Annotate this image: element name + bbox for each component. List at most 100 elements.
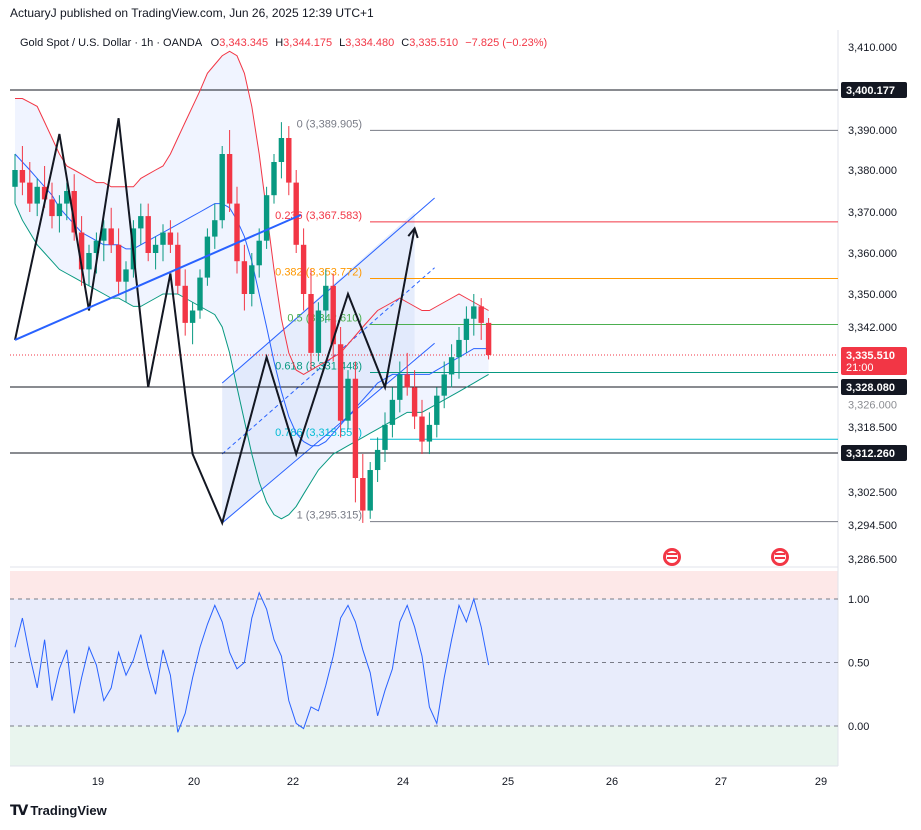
price-label-countdown: 21:00 bbox=[846, 362, 874, 374]
candle-body bbox=[115, 244, 122, 282]
time-tick-label: 25 bbox=[502, 776, 514, 788]
candle-body bbox=[204, 236, 211, 278]
time-tick-label: 26 bbox=[606, 776, 618, 788]
arrow-head-icon bbox=[407, 226, 419, 239]
price-label-text: 3,312.260 bbox=[846, 448, 895, 460]
candle-body bbox=[308, 294, 314, 353]
candle-body bbox=[108, 228, 114, 245]
price-tick-label: 3,342.000 bbox=[848, 322, 897, 334]
candle-body bbox=[78, 232, 85, 270]
price-tick-label: 3,370.000 bbox=[848, 207, 897, 219]
candle-body bbox=[86, 253, 92, 270]
price-label-box bbox=[841, 82, 907, 98]
fib-level-label: 1 (3,295.315) bbox=[297, 510, 362, 522]
candle-body bbox=[93, 240, 100, 253]
stochastic-line bbox=[14, 591, 490, 733]
oscillator-tick-label: 0.50 bbox=[848, 658, 869, 670]
candle-body bbox=[145, 216, 151, 253]
change-value: −7.825 (−0.23%) bbox=[465, 37, 547, 49]
zigzag-drawing[interactable] bbox=[14, 118, 419, 526]
candle-body bbox=[463, 318, 470, 340]
candle-body bbox=[234, 203, 240, 262]
price-label-text: 3,400.177 bbox=[846, 85, 895, 97]
candle-body bbox=[456, 339, 462, 358]
channel-mid-line bbox=[221, 267, 435, 455]
open-label: O bbox=[211, 37, 220, 49]
candle-body bbox=[71, 191, 77, 233]
candles bbox=[12, 122, 492, 523]
candle-body bbox=[34, 186, 40, 204]
candle-body bbox=[404, 374, 410, 388]
trendline bbox=[14, 214, 302, 341]
low-value: 3,334.480 bbox=[345, 37, 394, 49]
candle-body bbox=[485, 322, 492, 355]
time-tick-label: 19 bbox=[92, 776, 104, 788]
price-label-box bbox=[841, 347, 907, 375]
price-tick-label: 3,294.500 bbox=[848, 520, 897, 532]
candle-body bbox=[189, 310, 196, 323]
price-tick-label: 3,360.000 bbox=[848, 248, 897, 260]
tradingview-logo[interactable]: 𝗧𝗩 TradingView bbox=[10, 802, 107, 819]
candle-body bbox=[263, 195, 270, 241]
oscillator-band bbox=[10, 599, 838, 726]
time-axis[interactable]: 19 20 22 24 25 26 27 29 bbox=[92, 776, 827, 788]
candle-body bbox=[241, 261, 248, 294]
main-pane[interactable] bbox=[10, 30, 838, 567]
candle-body bbox=[219, 154, 225, 221]
price-label-box bbox=[841, 445, 907, 461]
candle-body bbox=[41, 186, 48, 200]
candle-body bbox=[197, 277, 203, 311]
candle-body bbox=[471, 306, 477, 319]
tradingview-logo-icon: 𝗧𝗩 bbox=[10, 802, 28, 818]
candle-body bbox=[382, 424, 388, 450]
price-tick-label: 3,410.000 bbox=[848, 42, 897, 54]
candle-body bbox=[286, 138, 292, 183]
price-tick-label: 3,350.000 bbox=[848, 289, 897, 301]
candle-body bbox=[300, 244, 307, 294]
candle-body bbox=[315, 310, 322, 353]
close-label: C bbox=[401, 37, 409, 49]
time-tick-label: 24 bbox=[397, 776, 409, 788]
price-tick-label: 3,302.500 bbox=[848, 487, 897, 499]
time-tick-label: 29 bbox=[815, 776, 827, 788]
channel-fill bbox=[222, 212, 415, 523]
candle-body bbox=[278, 138, 285, 162]
price-axis[interactable]: 3,410.000 3,390.000 3,380.000 3,370.000 3,36… bbox=[841, 42, 907, 733]
close-value: 3,335.510 bbox=[409, 37, 458, 49]
zigzag-projection-line bbox=[14, 118, 416, 526]
candle-body bbox=[271, 162, 277, 196]
candle-body bbox=[226, 154, 233, 204]
price-label-text: 3,328.080 bbox=[846, 382, 895, 394]
us-event-flag-icon[interactable] bbox=[771, 548, 789, 566]
high-label: H bbox=[275, 37, 283, 49]
fib-level-label: 0.382 (3,353.772) bbox=[275, 267, 362, 279]
candle-body bbox=[323, 285, 329, 311]
candle-body bbox=[345, 378, 351, 421]
candle-body bbox=[19, 170, 26, 183]
candle-body bbox=[448, 357, 455, 375]
candle-body bbox=[64, 191, 70, 204]
fib-level-label: 0.618 (3,331.448) bbox=[275, 360, 362, 372]
price-tick-label: 3,286.500 bbox=[848, 554, 897, 566]
time-tick-label: 20 bbox=[188, 776, 200, 788]
us-event-flag-icon[interactable] bbox=[663, 548, 681, 566]
low-label: L bbox=[339, 37, 345, 49]
symbol-name: Gold Spot / U.S. Dollar · 1h · OANDA bbox=[20, 37, 203, 49]
high-value: 3,344.175 bbox=[283, 37, 332, 49]
oscillator-pane bbox=[10, 591, 838, 733]
time-tick-label: 22 bbox=[287, 776, 299, 788]
candle-body bbox=[337, 344, 344, 421]
brand-name: TradingView bbox=[30, 803, 107, 818]
channel-lower-line bbox=[221, 342, 435, 524]
bollinger-upper-line bbox=[15, 50, 489, 376]
candle-body bbox=[397, 374, 403, 400]
candle-body bbox=[426, 424, 433, 442]
oversold-zone bbox=[10, 726, 838, 766]
oscillator-tick-label: 1.00 bbox=[848, 594, 869, 606]
candle-body bbox=[12, 170, 18, 187]
open-value: 3,343.345 bbox=[219, 37, 268, 49]
candle-body bbox=[123, 269, 129, 282]
candle-body bbox=[160, 232, 166, 245]
candle-body bbox=[249, 265, 255, 294]
